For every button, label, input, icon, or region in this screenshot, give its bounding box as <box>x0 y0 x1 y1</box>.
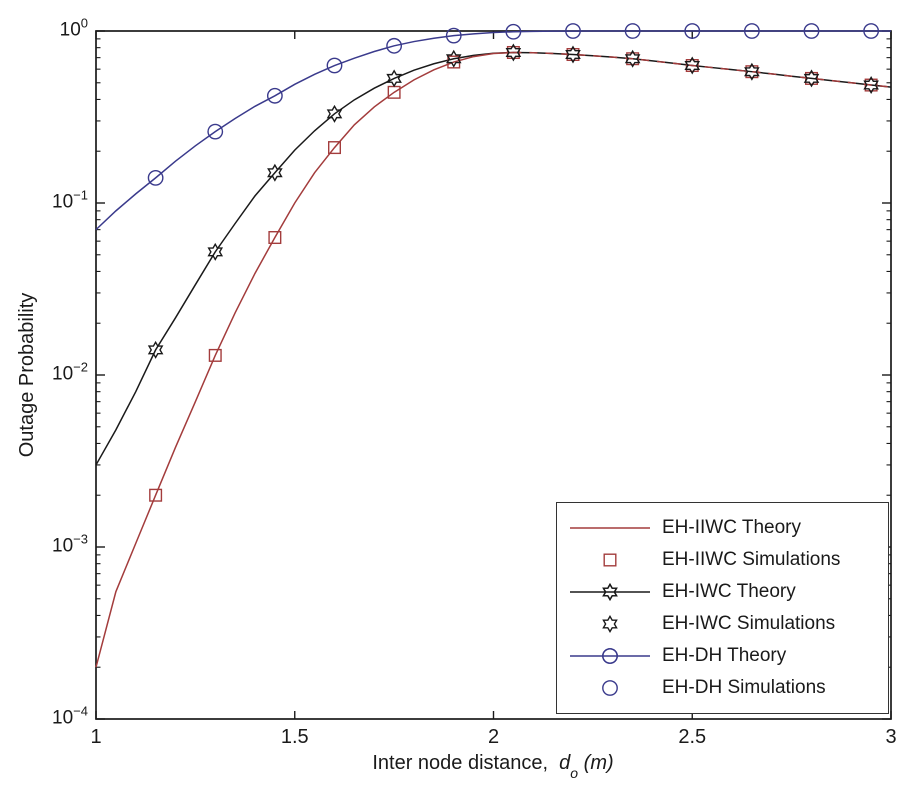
y-tick-label: 10−3 <box>52 531 88 557</box>
legend-label: EH-IWC Simulations <box>662 613 836 634</box>
square-marker <box>566 48 580 62</box>
series-eh-iiwc-simulations <box>149 45 878 502</box>
legend-sample-square-icon <box>603 553 617 567</box>
hexagram-marker <box>267 163 283 182</box>
circle-marker <box>147 169 164 186</box>
y-axis-label: Outage Probability <box>16 292 38 458</box>
theory-line <box>95 51 514 668</box>
hexagram-marker <box>624 49 641 68</box>
legend-row: EH-IWC Theory <box>567 576 882 608</box>
series-eh-iwc-simulations <box>147 43 879 359</box>
legend-circle-icon <box>602 648 618 664</box>
square-marker <box>685 59 699 73</box>
y-tick-label: 100 <box>59 15 88 41</box>
hexagram-marker <box>565 45 581 64</box>
legend-label: EH-IWC Theory <box>662 581 796 602</box>
legend-square-icon <box>603 553 617 567</box>
circle-marker <box>386 37 403 54</box>
legend-row: EH-IIWC Simulations <box>567 544 882 576</box>
y-tick-label: 10−4 <box>52 703 88 729</box>
circle-marker <box>565 23 581 39</box>
hexagram-marker <box>207 242 224 261</box>
legend-row: EH-DH Theory <box>567 640 882 672</box>
series-eh-dh-theory <box>95 30 891 231</box>
legend-hexagram-icon <box>602 582 618 602</box>
y-tick-label: 10−1 <box>52 187 88 213</box>
hexagram-marker <box>803 69 820 88</box>
circle-marker <box>624 23 641 39</box>
x-tick-label: 1 <box>90 726 102 748</box>
circle-marker <box>684 23 701 39</box>
x-axis-label-unit: (m) <box>583 752 614 774</box>
legend-sample-line <box>570 527 650 529</box>
x-axis-label-variable: d <box>559 752 571 774</box>
hexagram-marker <box>744 62 760 81</box>
x-axis-label: Inter node distance, do (m) <box>372 752 614 781</box>
y-tick-label: 10−2 <box>52 359 88 385</box>
square-marker <box>745 65 759 79</box>
x-tick-label: 3 <box>885 726 897 748</box>
legend-row: EH-IWC Simulations <box>567 608 882 640</box>
circle-marker <box>803 23 820 39</box>
legend-circle-icon <box>602 680 618 696</box>
legend-sample-line <box>570 582 650 602</box>
hexagram-marker <box>326 104 343 123</box>
legend-sample-circle-icon <box>602 680 618 696</box>
square-marker <box>328 141 342 155</box>
circle-marker <box>445 27 462 44</box>
square-marker <box>149 488 163 502</box>
x-axis-label-text: Inter node distance, <box>372 752 549 774</box>
hexagram-marker <box>505 43 522 62</box>
legend-label: EH-IIWC Simulations <box>662 549 841 570</box>
circle-marker <box>266 87 283 104</box>
square-marker <box>506 45 520 59</box>
legend-box: EH-IIWC Theory EH-IIWC Simulations EH-IWC … <box>556 502 889 714</box>
legend-label: EH-IIWC Theory <box>662 517 802 538</box>
legend-label: EH-DH Simulations <box>662 677 826 698</box>
hexagram-marker <box>863 76 879 95</box>
x-axis-label-subscript: o <box>570 765 579 781</box>
series-eh-dh-simulations <box>147 23 880 186</box>
x-tick-label: 2.5 <box>678 726 707 748</box>
circle-marker <box>505 23 522 40</box>
x-tick-label: 1.5 <box>280 726 309 748</box>
square-marker <box>864 78 878 92</box>
legend-sample-line <box>570 648 650 664</box>
legend-row: EH-DH Simulations <box>567 672 882 704</box>
legend-row: EH-IIWC Theory <box>567 512 882 544</box>
series-eh-iiwc-theory <box>95 51 892 668</box>
hexagram-marker <box>684 56 701 75</box>
square-marker <box>208 348 222 362</box>
legend-label: EH-DH Theory <box>662 645 787 666</box>
hexagram-marker <box>147 340 164 359</box>
square-marker <box>268 231 282 245</box>
legend-hexagram-icon <box>602 614 618 634</box>
x-tick-label: 2 <box>487 726 500 748</box>
circle-marker <box>863 23 880 39</box>
square-marker <box>626 52 640 66</box>
hexagram-marker <box>445 49 462 68</box>
circle-marker <box>326 57 343 74</box>
circle-marker <box>743 23 760 39</box>
circle-marker <box>207 123 224 140</box>
legend-sample-hexagram-icon <box>602 614 618 634</box>
theory-line <box>95 30 891 231</box>
square-marker <box>805 71 819 85</box>
hexagram-marker <box>386 69 402 88</box>
